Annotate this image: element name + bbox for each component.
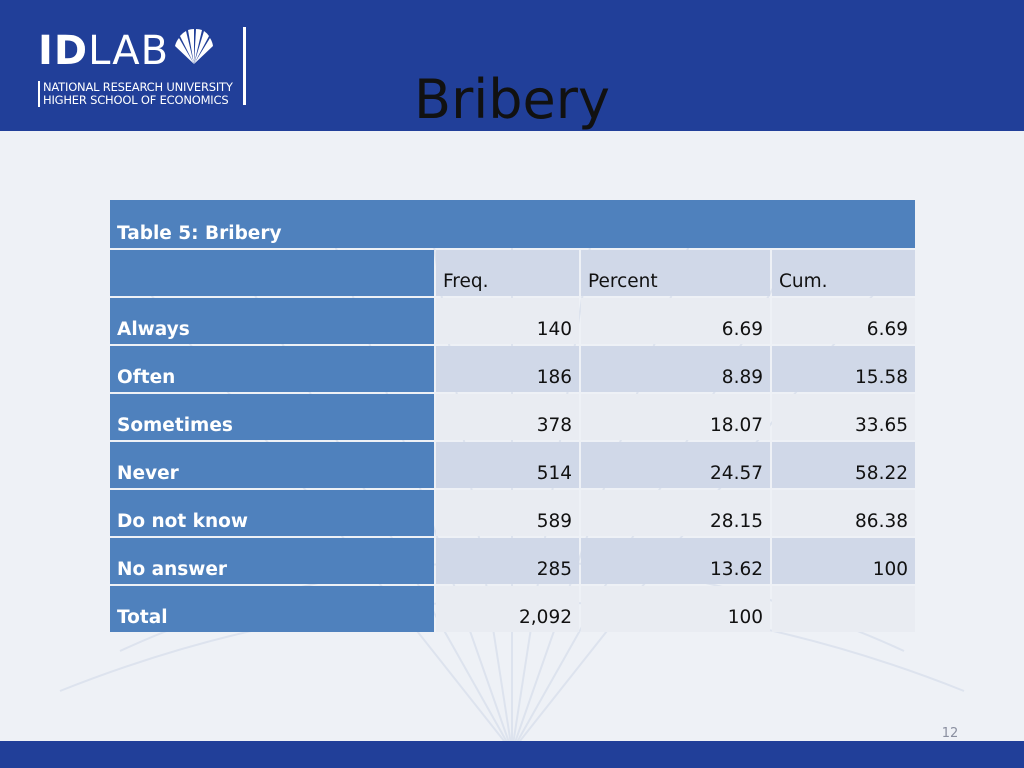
row-label: No answer xyxy=(110,538,434,584)
cell-percent: 24.57 xyxy=(581,442,770,488)
cell-cum: 6.69 xyxy=(772,298,915,344)
table-row: Often 186 8.89 15.58 xyxy=(110,346,915,392)
slide-title: Bribery xyxy=(414,68,610,131)
table-caption: Table 5: Bribery xyxy=(110,200,915,248)
logo-line-2: HIGHER SCHOOL OF ECONOMICS xyxy=(43,93,229,107)
logo-line-1: NATIONAL RESEARCH UNIVERSITY xyxy=(43,80,233,94)
footer-bar xyxy=(0,741,1024,768)
cell-cum xyxy=(772,586,915,632)
cell-percent: 100 xyxy=(581,586,770,632)
table-row: Never 514 24.57 58.22 xyxy=(110,442,915,488)
page-number: 12 xyxy=(941,726,959,741)
logo-lab-text: LAB xyxy=(88,27,170,74)
cell-freq: 186 xyxy=(436,346,579,392)
cell-freq: 378 xyxy=(436,394,579,440)
cell-freq: 589 xyxy=(436,490,579,536)
cell-cum: 15.58 xyxy=(772,346,915,392)
idlab-logo: ID LAB NATIONAL RESEARCH UNIVERSITY HIGHE… xyxy=(38,26,233,107)
logo-id-text: ID xyxy=(38,27,89,74)
table-row-total: Total 2,092 100 xyxy=(110,586,915,632)
table-row: No answer 285 13.62 100 xyxy=(110,538,915,584)
cell-freq: 140 xyxy=(436,298,579,344)
cell-percent: 6.69 xyxy=(581,298,770,344)
column-header-percent: Percent xyxy=(581,250,770,296)
cell-freq: 514 xyxy=(436,442,579,488)
cell-cum: 100 xyxy=(772,538,915,584)
column-header-cum: Cum. xyxy=(772,250,915,296)
row-label: Never xyxy=(110,442,434,488)
header-bar: ID LAB NATIONAL RESEARCH UNIVERSITY HIGHE… xyxy=(0,0,1024,131)
column-header-freq: Freq. xyxy=(436,250,579,296)
row-label: Sometimes xyxy=(110,394,434,440)
cell-cum: 86.38 xyxy=(772,490,915,536)
cell-percent: 28.15 xyxy=(581,490,770,536)
row-label: Total xyxy=(110,586,434,632)
cell-cum: 58.22 xyxy=(772,442,915,488)
bribery-table: Table 5: Bribery Freq. Percent Cum. Alwa… xyxy=(108,198,917,634)
column-header-blank xyxy=(110,250,434,296)
table-row: Sometimes 378 18.07 33.65 xyxy=(110,394,915,440)
table-row: Always 140 6.69 6.69 xyxy=(110,298,915,344)
row-label: Often xyxy=(110,346,434,392)
cell-freq: 285 xyxy=(436,538,579,584)
row-label: Always xyxy=(110,298,434,344)
cell-percent: 13.62 xyxy=(581,538,770,584)
cell-percent: 18.07 xyxy=(581,394,770,440)
logo-divider xyxy=(243,27,246,105)
cell-percent: 8.89 xyxy=(581,346,770,392)
shell-icon xyxy=(171,26,217,75)
table-row: Do not know 589 28.15 86.38 xyxy=(110,490,915,536)
cell-freq: 2,092 xyxy=(436,586,579,632)
cell-cum: 33.65 xyxy=(772,394,915,440)
row-label: Do not know xyxy=(110,490,434,536)
